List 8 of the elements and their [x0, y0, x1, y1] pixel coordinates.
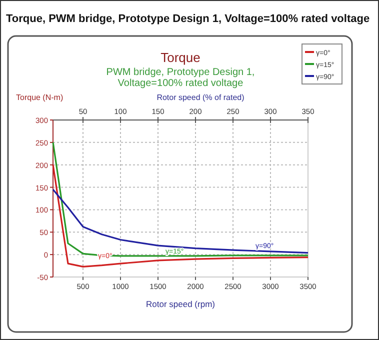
text: Torque, PWM bridge, Prototype Design 1, Voltage=100% rated voltage [6, 13, 370, 25]
x-axis-title: Rotor speed (rpm) [146, 299, 216, 309]
chart-title: Torque [160, 50, 200, 65]
x2-axis-title: Rotor speed (% of rated) [156, 93, 245, 102]
chart-subtitle: PWM bridge, Prototype Design 1, Voltage=100% rated voltage [106, 67, 255, 89]
line-series [52, 164, 309, 268]
y-axis-title: Torque (N-m) [16, 93, 64, 102]
line-series [52, 188, 309, 254]
